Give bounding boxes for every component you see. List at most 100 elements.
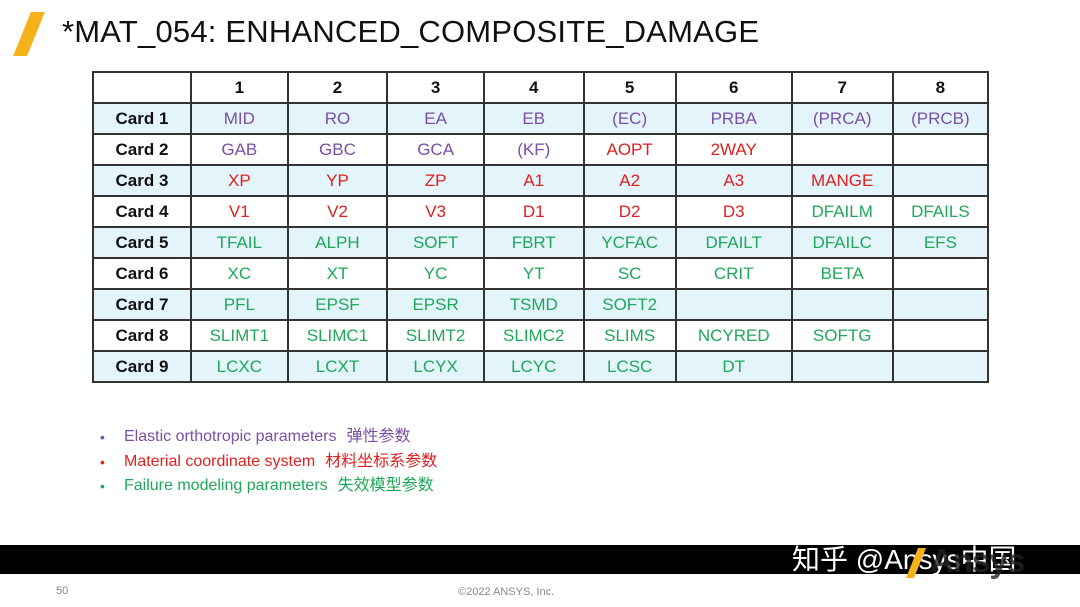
copyright: ©2022 ANSYS, Inc. [458,586,555,598]
legend-label-zh: 失效模型参数 [337,477,434,494]
column-header: 7 [790,71,894,104]
table-cell [790,350,894,383]
row-label: Card 8 [92,319,192,352]
table-cell: TSMD [482,288,585,321]
table-row: Card 6 XC XT YC YT SC CRIT BETA [92,257,990,290]
table-cell: DFAILS [891,195,990,228]
table-cell: LCYX [386,350,485,383]
table-cell: (EC) [582,102,677,135]
table-cell: SOFT [386,226,485,259]
column-header: 4 [482,71,585,104]
row-label: Card 9 [92,350,192,383]
table-cell: (PRCA) [790,102,894,135]
table-cell: SLIMC1 [286,319,389,352]
row-label: Card 3 [92,164,192,197]
row-label: Card 4 [92,195,192,228]
row-label: Card 5 [92,226,192,259]
table-cell [674,288,793,321]
table-cell: SLIMT1 [190,319,289,352]
table-cell: MANGE [790,164,894,197]
table-cell: PFL [190,288,289,321]
slide-title: *MAT_054: ENHANCED_COMPOSITE_DAMAGE [62,14,760,49]
table-cell: YT [482,257,585,290]
column-header: 3 [386,71,485,104]
table-cell: XP [190,164,289,197]
table-cell: SOFTG [790,319,894,352]
table-cell: LCXC [190,350,289,383]
table-cell: XC [190,257,289,290]
table-cell [891,257,990,290]
table-cell: D2 [582,195,677,228]
table-cell: D1 [482,195,585,228]
column-header: 5 [582,71,677,104]
table-body: Card 1 MID RO EA EB (EC) PRBA (PRCA) (PRCB) Card … [92,102,990,383]
table-cell: SLIMT2 [386,319,485,352]
table-cell: LCSC [582,350,677,383]
table-cell: NCYRED [674,319,793,352]
table-row: Card 3 XP YP ZP A1 A2 A3 MANGE [92,164,990,197]
column-header: 2 [286,71,389,104]
table-cell: SC [582,257,677,290]
table-cell: DFAILC [790,226,894,259]
footer-bar [0,545,1080,574]
table-cell: PRBA [674,102,793,135]
table-row: Card 5 TFAIL ALPH SOFT FBRT YCFAC DFAILT DFAILC… [92,226,990,259]
bullet-icon: • [100,429,105,445]
table-cell [891,164,990,197]
table-cell: 2WAY [674,133,793,166]
table-cell [891,133,990,166]
table-cell [891,319,990,352]
table-cell: YC [386,257,485,290]
row-label: Card 6 [92,257,192,290]
table-cell: SLIMS [582,319,677,352]
table-cell: FBRT [482,226,585,259]
table-row: Card 8 SLIMT1 SLIMC1 SLIMT2 SLIMC2 SLIMS NCYRE… [92,319,990,352]
row-label: Card 2 [92,133,192,166]
table-cell: EFS [891,226,990,259]
table-cell: YP [286,164,389,197]
table-cell [891,288,990,321]
legend-item: • Material coordinate system 材料坐标系参数 [100,450,437,475]
table-cell: EPSF [286,288,389,321]
table-cell: V2 [286,195,389,228]
table-cell: CRIT [674,257,793,290]
table-row: Card 4 V1 V2 V3 D1 D2 D3 DFAILM DFAILS [92,195,990,228]
table-cell: EPSR [386,288,485,321]
bullet-icon: • [100,453,105,470]
table-cell [790,133,894,166]
legend-label-zh: 材料坐标系参数 [325,452,438,470]
table-cell: V1 [190,195,289,228]
table-cell: A2 [582,164,677,197]
table-cell: GCA [386,133,485,166]
table-cell [790,288,894,321]
legend-item: • Elastic orthotropic parameters 弹性参数 [100,425,437,450]
bullet-icon: • [100,478,105,494]
table-cell: GBC [286,133,389,166]
column-header: 8 [891,71,990,104]
table-cell: YCFAC [582,226,677,259]
table-cell: XT [286,257,389,290]
table-cell: (KF) [482,133,585,166]
table-cell: V3 [386,195,485,228]
column-header: 6 [674,71,793,104]
table-cell: TFAIL [190,226,289,259]
table-row: Card 7 PFL EPSF EPSR TSMD SOFT2 [92,288,990,321]
table-cell: LCYC [482,350,585,383]
table-cell: ZP [386,164,485,197]
watermark: 知乎 @Ansys中国 [792,544,1017,575]
ansys-logo: Ansys [930,542,1025,579]
table-cell: DT [674,350,793,383]
table-cell: SLIMC2 [482,319,585,352]
table-cell: ALPH [286,226,389,259]
table-cell: BETA [790,257,894,290]
legend-label: Material coordinate system [124,452,316,470]
table-cell: A1 [482,164,585,197]
legend-label: Failure modeling parameters [124,477,328,494]
table-row: Card 1 MID RO EA EB (EC) PRBA (PRCA) (PRCB) [92,102,990,135]
table-row: Card 9 LCXC LCXT LCYX LCYC LCSC DT [92,350,990,383]
table-cell: LCXT [286,350,389,383]
legend-item: • Failure modeling parameters 失效模型参数 [100,474,437,499]
row-label: Card 1 [92,102,192,135]
